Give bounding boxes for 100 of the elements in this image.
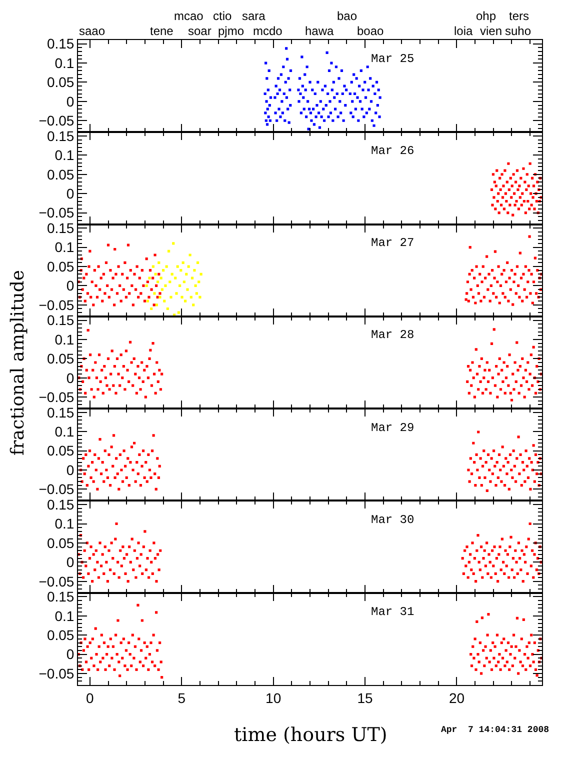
y-tick-label: −0.05	[38, 112, 74, 129]
y-tick-label: 0	[66, 462, 74, 478]
y-tick-label: 0.1	[54, 239, 74, 256]
point	[170, 296, 172, 299]
point	[187, 265, 190, 268]
y-tick-label: −0.05	[38, 296, 74, 313]
point	[174, 276, 177, 280]
y-tick-label: 0.1	[54, 424, 74, 440]
text: Mar 27	[371, 236, 414, 250]
y-tick-label: 0.1	[54, 516, 74, 532]
x-tick-label: 15	[357, 690, 374, 706]
point	[165, 265, 168, 268]
point	[180, 269, 182, 272]
y-tick-label: 0.15	[46, 220, 74, 236]
y-tick-label: 0.05	[46, 442, 74, 459]
y-tick-label: 0.1	[54, 608, 74, 624]
y-tick-label: 0	[66, 278, 74, 294]
y-tick-label: 0	[66, 370, 74, 386]
point	[184, 300, 187, 302]
text: Mar 31	[371, 605, 414, 619]
text: ctio	[213, 9, 232, 23]
y-tick-label: 0.05	[46, 74, 74, 90]
point	[177, 311, 180, 314]
y-tick-label: 0.05	[46, 534, 74, 551]
point	[168, 280, 172, 284]
x-tick-label: 10	[266, 690, 282, 706]
y-tick-label: 0.1	[54, 54, 74, 71]
x-tick-label: 0	[86, 690, 94, 706]
y-tick-label: 0.15	[46, 404, 74, 420]
point	[170, 272, 174, 276]
point	[146, 300, 149, 302]
text: hawa	[305, 24, 334, 38]
point	[175, 292, 178, 295]
y-tick-label: −0.05	[38, 573, 74, 590]
text: Mar 28	[371, 328, 414, 342]
point	[163, 300, 166, 302]
point	[176, 265, 179, 268]
text: ters	[509, 9, 530, 23]
point	[154, 272, 157, 276]
point	[158, 261, 160, 264]
y-tick-label: 0.05	[46, 258, 74, 274]
text: Mar 29	[371, 421, 414, 435]
point	[155, 304, 158, 306]
point	[160, 276, 162, 280]
x-tick-label: 20	[448, 690, 465, 706]
text: soar	[188, 24, 212, 38]
point	[193, 269, 196, 272]
point	[198, 296, 202, 299]
point	[160, 288, 164, 291]
text: loia	[454, 24, 474, 38]
point	[153, 292, 156, 295]
point	[152, 265, 154, 268]
text: vien	[480, 24, 502, 38]
point	[158, 296, 162, 299]
point	[194, 284, 197, 288]
text: boao	[357, 24, 384, 38]
text: tene	[150, 24, 174, 38]
text: Mar 30	[371, 513, 414, 527]
point	[186, 288, 189, 291]
y-tick-label: 0.1	[54, 147, 74, 164]
text: mcdo	[253, 24, 283, 38]
text: bao	[337, 9, 358, 23]
point	[182, 280, 186, 284]
point	[162, 269, 165, 272]
y-tick-label: 0	[66, 646, 74, 662]
text: sara	[242, 9, 266, 23]
point	[172, 242, 175, 245]
point	[185, 272, 188, 276]
y-tick-label: 0	[66, 93, 74, 110]
point	[166, 307, 169, 310]
point	[150, 307, 153, 310]
point	[196, 261, 200, 264]
y-tick-label: 0.1	[54, 331, 74, 348]
y-tick-label: 0.05	[46, 166, 74, 182]
x-tick-label: 5	[178, 690, 186, 706]
point	[188, 254, 192, 256]
point	[190, 296, 192, 299]
y-tick-label: 0.15	[46, 36, 74, 52]
y-tick-label: 0.05	[46, 626, 74, 643]
point	[164, 284, 167, 288]
text: suho	[505, 24, 532, 38]
y-tick-label: 0.15	[46, 312, 74, 328]
text: pjmo	[218, 24, 244, 38]
y-axis-title: fractional amplitude	[8, 270, 28, 456]
y-tick-label: 0	[66, 554, 74, 570]
point	[178, 284, 182, 288]
y-tick-label: −0.05	[38, 665, 74, 682]
x-axis-title: time (hours UT)	[234, 724, 388, 746]
point	[190, 276, 194, 280]
point	[192, 304, 195, 306]
point	[156, 280, 160, 284]
text: saao	[79, 24, 106, 38]
point	[167, 250, 170, 252]
point	[195, 292, 198, 295]
text: ohp	[476, 9, 496, 23]
y-tick-label: 0	[66, 185, 74, 202]
y-tick-label: 0.15	[46, 588, 74, 605]
point	[148, 276, 151, 280]
point	[180, 296, 184, 299]
y-tick-label: −0.05	[38, 388, 74, 405]
